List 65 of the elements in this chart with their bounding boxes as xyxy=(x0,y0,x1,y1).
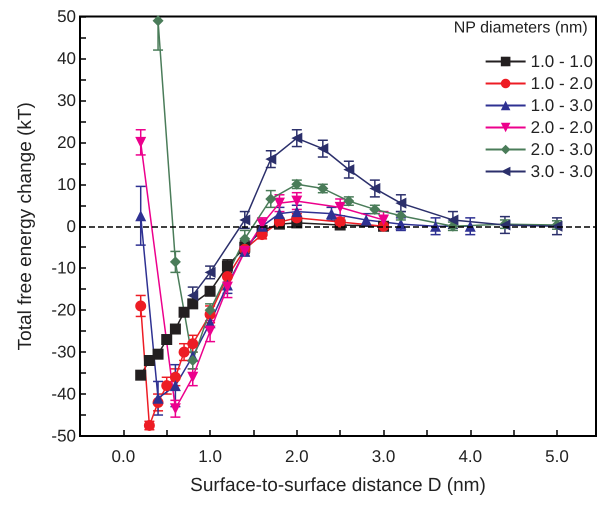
point xyxy=(187,354,198,366)
y-tick-label: 30 xyxy=(57,90,76,110)
point xyxy=(343,164,354,176)
point xyxy=(369,182,380,194)
x-axis-title: Surface-to-surface distance D (nm) xyxy=(190,475,486,496)
y-tick-label: 10 xyxy=(57,174,76,194)
point xyxy=(178,346,190,358)
legend-label: 2.0 - 3.0 xyxy=(530,140,594,159)
point xyxy=(291,132,302,144)
point xyxy=(317,143,328,154)
point xyxy=(170,372,181,383)
point xyxy=(187,290,198,301)
point xyxy=(152,348,164,360)
y-axis-title: Total free energy change (kT) xyxy=(15,102,36,350)
y-tick-label: -50 xyxy=(51,426,76,446)
point xyxy=(395,198,406,209)
point xyxy=(204,286,216,297)
x-tick-label: 2.0 xyxy=(284,447,309,466)
point xyxy=(187,338,198,350)
legend-label: 2.0 - 2.0 xyxy=(530,118,594,137)
x-tick-label: 0.0 xyxy=(112,447,136,466)
point xyxy=(334,216,346,228)
point xyxy=(161,380,172,392)
point xyxy=(170,324,181,335)
point xyxy=(274,198,285,209)
point xyxy=(135,210,146,222)
point xyxy=(334,202,346,213)
point xyxy=(170,380,181,392)
point xyxy=(152,15,164,26)
legend-label: 1.0 - 2.0 xyxy=(530,74,594,93)
y-tick-label: -40 xyxy=(51,384,76,404)
legend-label: 1.0 - 3.0 xyxy=(530,96,594,115)
point xyxy=(170,403,181,414)
legend-title: NP diameters (nm) xyxy=(454,20,588,36)
y-tick-label: 0 xyxy=(66,216,76,236)
point xyxy=(222,282,233,293)
y-tick-label: -30 xyxy=(51,342,76,362)
y-tick-label: 40 xyxy=(57,48,76,68)
point xyxy=(265,193,276,204)
x-tick-label: 4.0 xyxy=(458,447,482,466)
x-tick-label: 3.0 xyxy=(372,447,396,466)
y-tick-label: 20 xyxy=(57,132,76,152)
point xyxy=(378,214,390,226)
point xyxy=(135,136,146,148)
point xyxy=(144,354,155,366)
point xyxy=(170,256,181,268)
point xyxy=(222,271,233,282)
legend-label: 1.0 - 1.0 xyxy=(530,52,594,71)
point xyxy=(161,334,172,346)
point xyxy=(265,154,276,165)
legend-label: 3.0 - 3.0 xyxy=(530,162,594,181)
y-tick-label: -10 xyxy=(51,258,76,278)
point xyxy=(447,214,458,226)
point xyxy=(187,298,198,310)
point xyxy=(239,214,250,226)
point xyxy=(135,300,146,312)
point xyxy=(291,196,302,207)
point xyxy=(204,326,216,337)
point xyxy=(178,306,190,318)
y-tick-label: 50 xyxy=(57,7,76,26)
x-tick-label: 5.0 xyxy=(545,447,569,466)
y-tick-label: -20 xyxy=(51,300,76,320)
x-tick-label: 1.0 xyxy=(198,447,222,466)
point xyxy=(135,370,146,381)
point xyxy=(187,372,198,383)
